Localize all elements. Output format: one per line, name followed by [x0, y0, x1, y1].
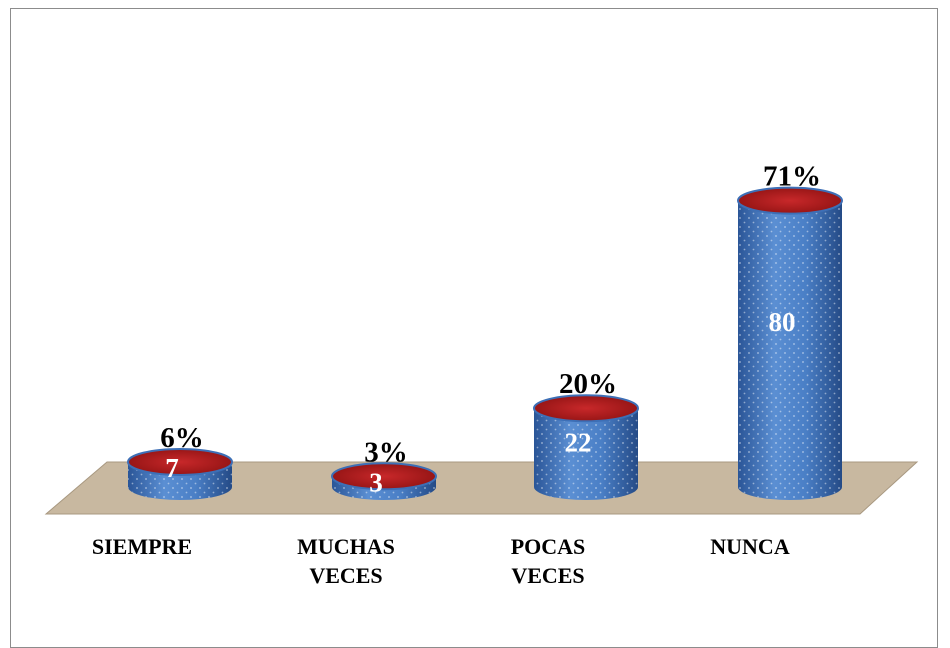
bar-muchas-veces: 33%: [331, 436, 437, 500]
bar-value-label: 22: [565, 427, 592, 457]
bar-percent-label: 6%: [160, 422, 204, 454]
bar-nunca: 80 71%: [737, 161, 843, 500]
bar-pocas-veces: 22 20%: [533, 368, 639, 500]
bar-percent-label: 3%: [364, 436, 408, 468]
bar-top: [533, 394, 639, 423]
bar-value-label: 7: [165, 453, 179, 483]
bar-value-label: 80: [769, 307, 796, 337]
bar-value-label: 3: [369, 467, 383, 497]
bar-top: [127, 447, 233, 476]
bar-body-texture: [534, 408, 638, 500]
bar-chart: 76% SIEMPRE 33% MUCHAS VECES 22 20% POCAS VECES 8…: [44, 161, 919, 588]
bar-percent-label: 71%: [763, 161, 821, 193]
bar-top: [737, 186, 843, 215]
category-label: NUNCA: [710, 534, 790, 559]
category-label: VECES: [309, 563, 382, 588]
category-label: SIEMPRE: [92, 534, 192, 559]
category-label: MUCHAS: [297, 534, 395, 559]
bar-siempre: 76%: [127, 422, 233, 500]
bar-body-texture: [738, 200, 842, 500]
category-label: VECES: [511, 563, 584, 588]
chart-floor: [44, 461, 919, 515]
bar-percent-label: 20%: [559, 368, 617, 400]
category-label: POCAS: [511, 534, 586, 559]
bar-top: [331, 462, 437, 491]
